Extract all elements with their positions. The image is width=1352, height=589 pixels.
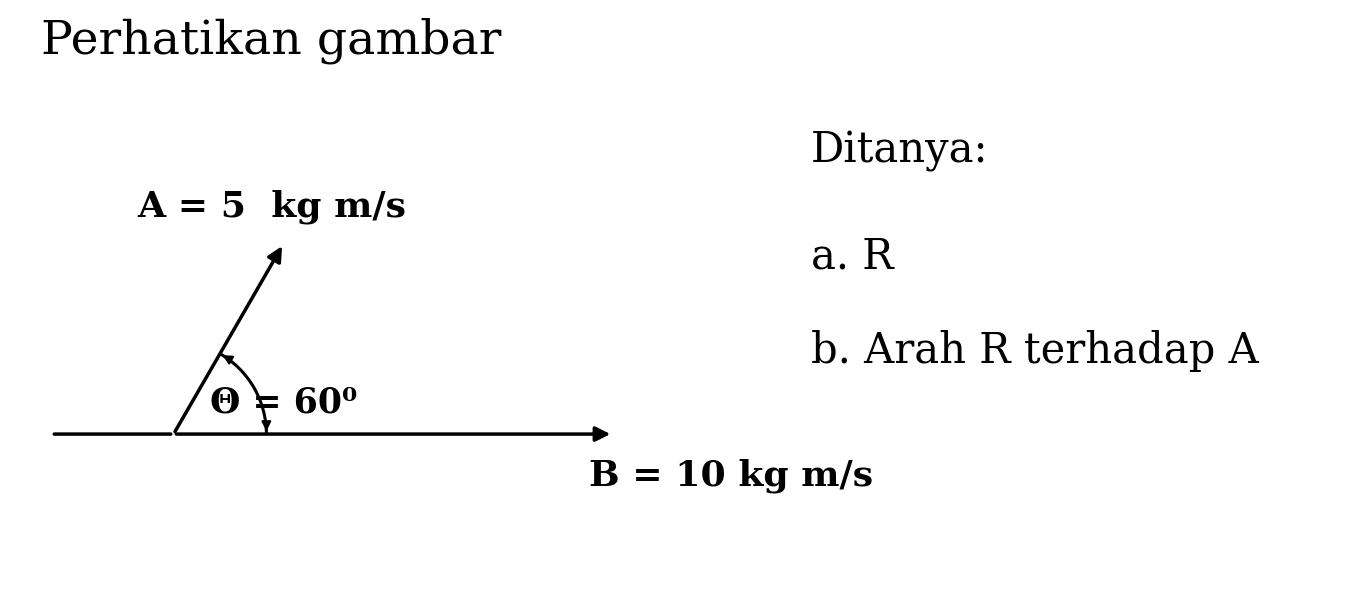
- Text: Θ = 60⁰: Θ = 60⁰: [210, 385, 357, 419]
- Text: Perhatikan gambar: Perhatikan gambar: [41, 18, 502, 64]
- Text: b. Arah R terhadap A: b. Arah R terhadap A: [811, 330, 1259, 372]
- Text: Ditanya:: Ditanya:: [811, 130, 988, 171]
- Text: a. R: a. R: [811, 236, 894, 277]
- Text: B = 10 kg m/s: B = 10 kg m/s: [588, 458, 873, 493]
- Text: A = 5  kg m/s: A = 5 kg m/s: [137, 190, 406, 224]
